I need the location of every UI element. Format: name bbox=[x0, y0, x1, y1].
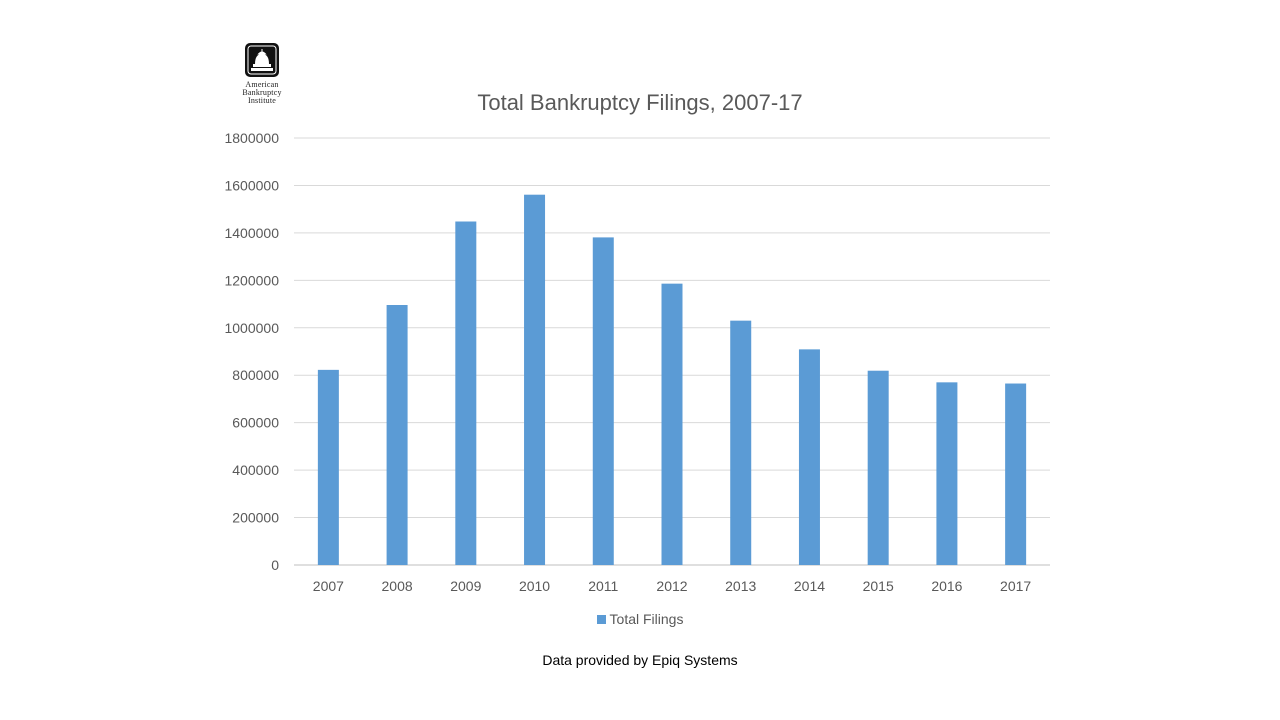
bar-2017 bbox=[1005, 383, 1027, 565]
bar-2011 bbox=[592, 237, 614, 565]
abi-logo: American Bankruptcy Institute bbox=[228, 42, 296, 105]
y-tick-label: 800000 bbox=[232, 367, 279, 383]
bar-2009 bbox=[455, 221, 477, 565]
x-tick-label: 2017 bbox=[1000, 578, 1031, 594]
chart-title: Total Bankruptcy Filings, 2007-17 bbox=[477, 90, 803, 115]
x-axis-ticks: 2007 2008 2009 2010 2011 2012 2013 2014 2015 2016… bbox=[313, 578, 1032, 594]
bar-2015 bbox=[867, 370, 889, 565]
y-axis-ticks: 0 200000 400000 600000 800000 1000000 1200000 1… bbox=[224, 130, 279, 573]
x-tick-label: 2011 bbox=[588, 578, 618, 594]
legend-label: Total Filings bbox=[609, 611, 684, 627]
bar-2008 bbox=[386, 305, 408, 565]
source-note: Data provided by Epiq Systems bbox=[542, 652, 738, 668]
y-tick-label: 1000000 bbox=[224, 320, 279, 336]
legend-swatch bbox=[596, 615, 606, 624]
y-tick-label: 600000 bbox=[232, 415, 279, 431]
x-tick-label: 2013 bbox=[725, 578, 756, 594]
legend: Total Filings bbox=[0, 611, 1280, 627]
bar-2007 bbox=[317, 369, 339, 565]
y-tick-label: 1200000 bbox=[224, 272, 279, 288]
capitol-dome-icon bbox=[245, 43, 279, 77]
bar-2010 bbox=[524, 194, 546, 565]
x-tick-label: 2015 bbox=[863, 578, 894, 594]
x-tick-label: 2007 bbox=[313, 578, 344, 594]
bars bbox=[317, 194, 1027, 565]
bar-2013 bbox=[730, 320, 752, 565]
bar-2016 bbox=[936, 382, 958, 565]
bar-2014 bbox=[798, 349, 820, 565]
y-tick-label: 1800000 bbox=[224, 130, 279, 146]
bar-2012 bbox=[661, 283, 683, 565]
x-tick-label: 2014 bbox=[794, 578, 825, 594]
x-tick-label: 2008 bbox=[382, 578, 413, 594]
y-tick-label: 0 bbox=[271, 557, 279, 573]
y-tick-label: 200000 bbox=[232, 510, 279, 526]
y-tick-label: 1600000 bbox=[224, 177, 279, 193]
x-tick-label: 2016 bbox=[931, 578, 962, 594]
y-tick-label: 1400000 bbox=[224, 225, 279, 241]
x-tick-label: 2009 bbox=[450, 578, 481, 594]
y-tick-label: 400000 bbox=[232, 462, 279, 478]
logo-text: American Bankruptcy Institute bbox=[242, 80, 282, 105]
x-tick-label: 2010 bbox=[519, 578, 550, 594]
x-tick-label: 2012 bbox=[656, 578, 687, 594]
